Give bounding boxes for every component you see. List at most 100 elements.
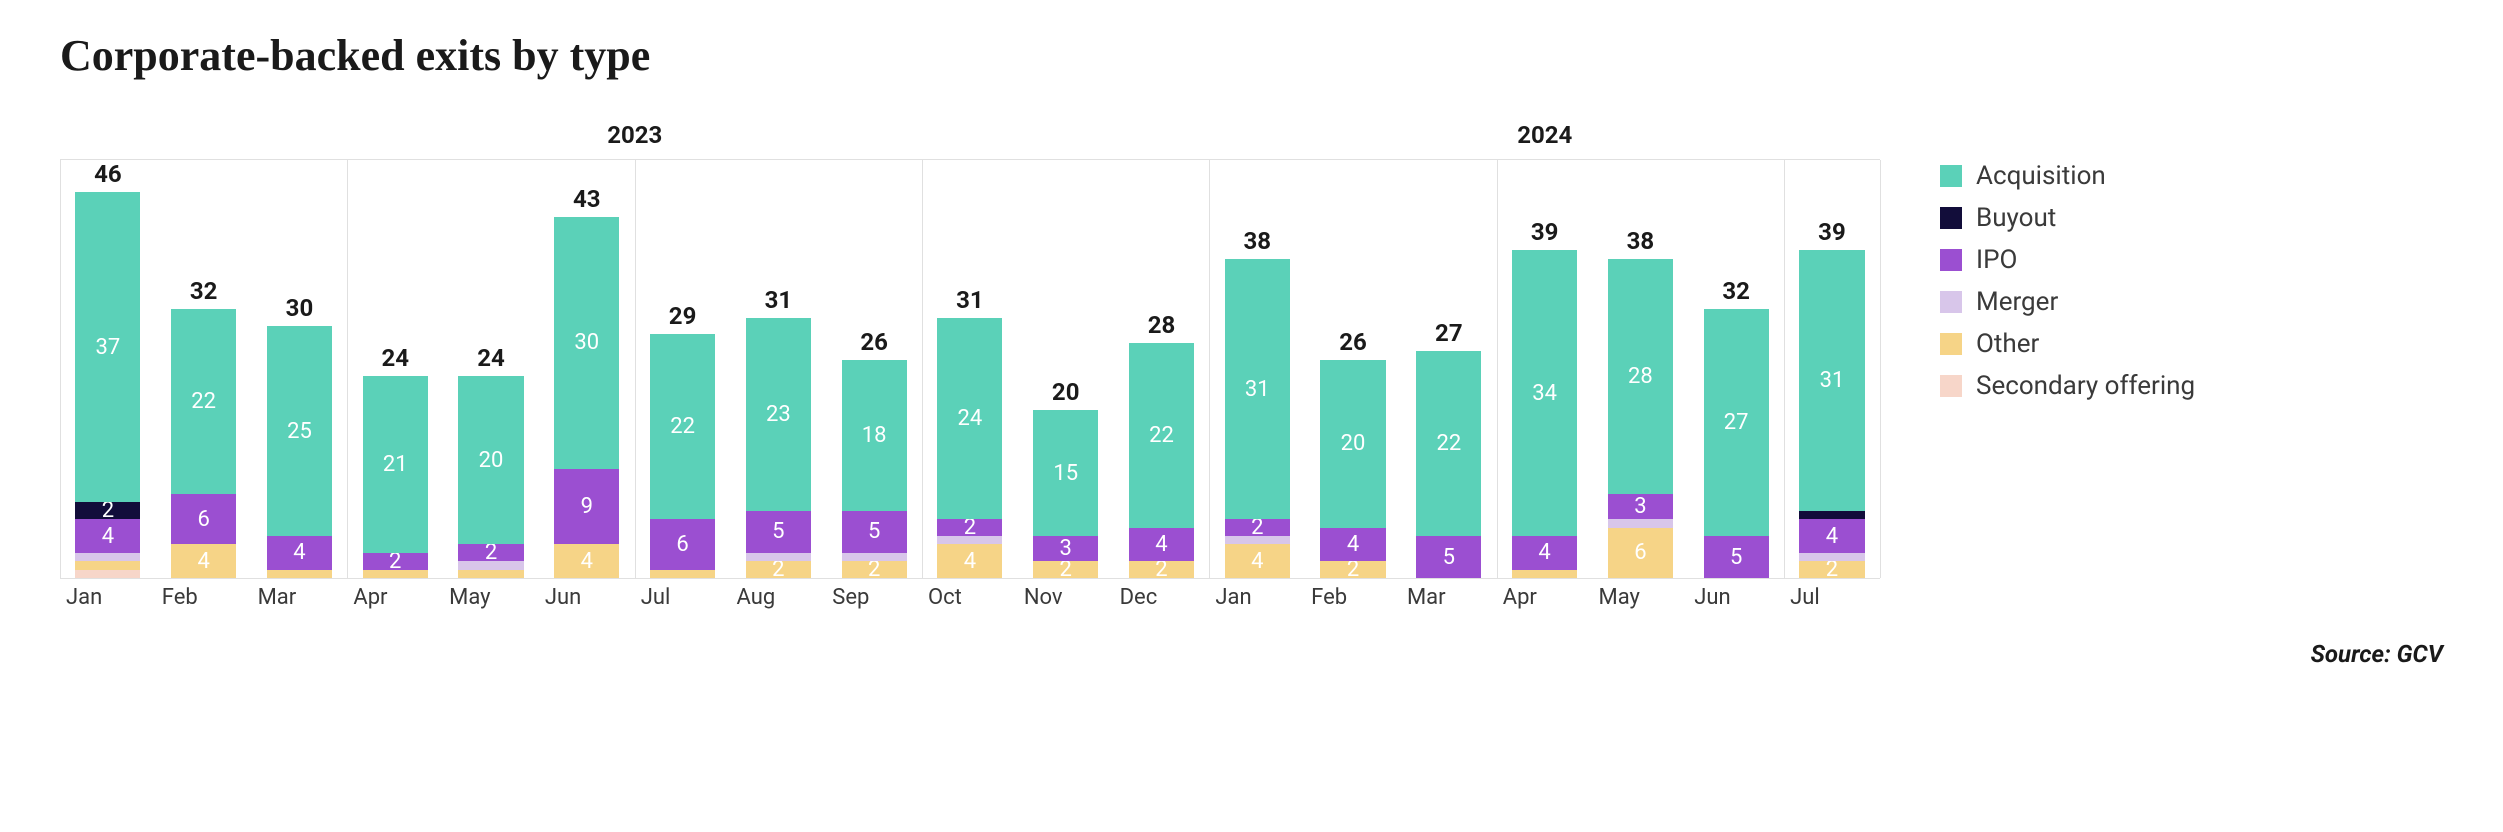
bar-stack: 622 <box>650 334 715 578</box>
grid-line <box>1784 160 1785 578</box>
bar-slot: 27522 <box>1401 160 1497 578</box>
grid-line <box>1880 160 1881 578</box>
bar-stack: 2518 <box>842 360 907 578</box>
legend-label: Merger <box>1976 287 2058 317</box>
bar-segment-ipo: 2 <box>937 519 1002 536</box>
x-tick: Jan <box>60 585 156 610</box>
bar-slot: 464237 <box>60 160 156 578</box>
bar-segment-acquisition: 22 <box>171 309 236 494</box>
x-tick: Aug <box>730 585 826 610</box>
x-tick: Oct <box>922 585 1018 610</box>
bar-segment-ipo: 5 <box>746 511 811 553</box>
bar-segment-ipo: 4 <box>75 519 140 553</box>
legend-item-buyout: Buyout <box>1940 203 2195 233</box>
bar-segment-acquisition: 24 <box>937 318 1002 520</box>
bar-slot: 29 622 <box>635 160 731 578</box>
grid-line <box>635 160 636 578</box>
bar-slot: 30425 <box>252 160 348 578</box>
bar-total-label: 38 <box>1627 227 1655 255</box>
x-tick: Apr <box>347 585 443 610</box>
legend-swatch <box>1940 375 1962 397</box>
bar-total-label: 27 <box>1435 319 1463 347</box>
legend-swatch <box>1940 165 1962 187</box>
legend-label: IPO <box>1976 245 2017 275</box>
legend-item-ipo: IPO <box>1940 245 2195 275</box>
bar-segment-ipo: 3 <box>1033 536 1098 561</box>
bar-stack: 434 <box>1512 250 1577 578</box>
grid-line <box>922 160 923 578</box>
chart-area: 20232024 4642373246223042524221242204349… <box>60 121 1880 610</box>
legend-item-acquisition: Acquisition <box>1940 161 2195 191</box>
legend-swatch <box>1940 249 1962 271</box>
bar-segment-other: 4 <box>937 544 1002 578</box>
bar-segment-acquisition: 31 <box>1799 250 1864 510</box>
bar-segment-ipo: 4 <box>267 536 332 570</box>
bar-segment-other: 4 <box>554 544 619 578</box>
chart-legend: Acquisition Buyout IPO Merger Other Secondary… <box>1940 161 2195 413</box>
bar-segment-ipo: 4 <box>1320 528 1385 562</box>
bar-total-label: 38 <box>1243 227 1271 255</box>
bar-stack: 220 <box>458 376 523 578</box>
legend-swatch <box>1940 207 1962 229</box>
bar-segment-acquisition: 22 <box>650 334 715 519</box>
bar-slot: 312523 <box>730 160 826 578</box>
year-labels-row: 20232024 <box>60 121 1880 149</box>
grid-line <box>60 160 61 578</box>
bar-total-label: 32 <box>1722 277 1750 305</box>
source-label: Source: GCV <box>60 640 2443 668</box>
bar-segment-acquisition: 25 <box>267 326 332 536</box>
bar-segment-other: 2 <box>746 561 811 578</box>
bar-total-label: 31 <box>956 286 984 314</box>
x-tick: Mar <box>1401 585 1497 610</box>
x-tick: Jul <box>1784 585 1880 610</box>
bar-total-label: 26 <box>1339 328 1367 356</box>
bar-total-label: 20 <box>1052 378 1080 406</box>
bar-segment-other <box>267 570 332 578</box>
bar-segment-merger <box>937 536 1002 544</box>
legend-item-other: Other <box>1940 329 2195 359</box>
bar-slot: 24221 <box>347 160 443 578</box>
x-tick: May <box>1593 585 1689 610</box>
bar-segment-acquisition: 34 <box>1512 250 1577 536</box>
bar-stack: 4622 <box>171 309 236 578</box>
chart-plot: 4642373246223042524221242204349302962231… <box>60 159 1880 579</box>
bar-stack: 4237 <box>75 192 140 578</box>
bar-slot: 32527 <box>1688 160 1784 578</box>
bar-segment-ipo: 6 <box>650 519 715 569</box>
bar-segment-other: 2 <box>1320 561 1385 578</box>
legend-label: Acquisition <box>1976 161 2106 191</box>
bar-stack: 4231 <box>1225 259 1290 578</box>
bar-segment-acquisition: 31 <box>1225 259 1290 519</box>
year-label: 2023 <box>60 121 1209 149</box>
bar-segment-ipo: 2 <box>458 544 523 561</box>
bar-segment-other: 4 <box>171 544 236 578</box>
x-tick: Feb <box>1305 585 1401 610</box>
legend-label: Secondary offering <box>1976 371 2195 401</box>
bar-stack: 2420 <box>1320 360 1385 578</box>
bar-segment-acquisition: 22 <box>1129 343 1194 528</box>
bar-total-label: 43 <box>573 185 601 213</box>
bar-segment-other <box>650 570 715 578</box>
x-tick: May <box>443 585 539 610</box>
chart-container: 20232024 4642373246223042524221242204349… <box>60 121 2443 610</box>
grid-line <box>347 160 348 578</box>
x-tick: Jul <box>635 585 731 610</box>
bar-slot: 282422 <box>1114 160 1210 578</box>
bar-segment-other <box>458 570 523 578</box>
bar-segment-secondary_offering <box>75 570 140 578</box>
x-tick: Sep <box>826 585 922 610</box>
bar-total-label: 31 <box>765 286 793 314</box>
x-tick: Feb <box>156 585 252 610</box>
bar-segment-ipo: 4 <box>1799 519 1864 553</box>
bar-total-label: 26 <box>860 328 888 356</box>
legend-label: Buyout <box>1976 203 2056 233</box>
bar-slot: 434930 <box>539 160 635 578</box>
bar-segment-merger <box>1608 519 1673 527</box>
bar-segment-acquisition: 15 <box>1033 410 1098 536</box>
bar-slot: 26 2420 <box>1305 160 1401 578</box>
bar-segment-acquisition: 22 <box>1416 351 1481 536</box>
bar-segment-acquisition: 30 <box>554 217 619 469</box>
grid-line <box>1497 160 1498 578</box>
bar-total-label: 29 <box>669 302 697 330</box>
bar-stack: 425 <box>267 326 332 578</box>
